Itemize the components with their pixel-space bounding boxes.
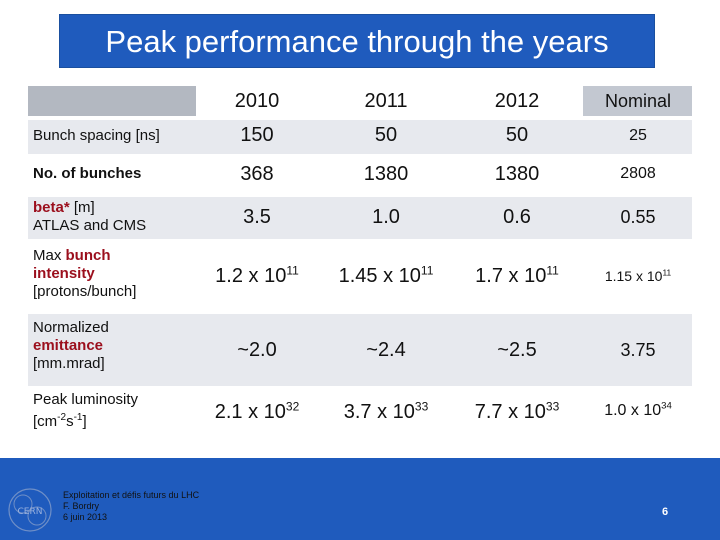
table-cell: 25	[629, 127, 647, 144]
table-row-band	[28, 120, 692, 154]
table-cell: 0.6	[503, 206, 531, 228]
table-cell: 50	[505, 124, 529, 146]
table-cell: 3.5	[243, 206, 271, 228]
table-cell: 3.7 x 1033	[343, 399, 429, 423]
row-label-max-bunch-intensity: Max bunch intensity [protons/bunch]	[33, 247, 137, 300]
cern-logo: CERN	[8, 488, 52, 532]
table-row-band	[28, 314, 692, 386]
table-cell: ~2.4	[366, 339, 406, 361]
row-label-normalized-emittance: Normalized emittance [mm.mrad]	[33, 319, 109, 372]
table-cell: 150	[240, 124, 274, 146]
footer-line-1: Exploitation et défis futurs du LHC	[63, 490, 200, 500]
table-header-band-nominal	[583, 86, 692, 116]
table-cell: 1.0 x 1034	[604, 400, 672, 419]
row-label-bunch-spacing: Bunch spacing [ns]	[33, 127, 160, 144]
table-cell: ~2.5	[497, 339, 537, 361]
table-cell: ~2.0	[237, 339, 277, 361]
row-label-peak-luminosity: Peak luminosity [cm-2s-1]	[33, 391, 139, 430]
column-header-2011: 2011	[364, 90, 408, 112]
table-row-band	[28, 197, 692, 239]
table-cell: 50	[374, 124, 398, 146]
table-cell: 1.15 x 1011	[604, 267, 672, 284]
table-cell: 2808	[620, 165, 656, 182]
table-cell: 7.7 x 1033	[474, 399, 560, 423]
row-label-beta-star: beta* [m] ATLAS and CMS	[33, 199, 147, 234]
row-label-number-of-bunches: No. of bunches	[33, 165, 142, 182]
page-number: 6	[662, 506, 669, 518]
table-cell: 1.45 x 1011	[338, 263, 434, 287]
table-cell: 1380	[363, 163, 409, 185]
table-cell: 1.2 x 1011	[215, 263, 299, 287]
footer-bar	[0, 458, 720, 540]
table-cell: 2.1 x 1032	[214, 399, 300, 423]
column-header-2012: 2012	[494, 90, 540, 112]
table-cell: 368	[240, 163, 274, 185]
column-header-2010: 2010	[234, 90, 280, 112]
table-header-band	[28, 86, 196, 116]
footer-line-2: F. Bordry	[63, 501, 100, 511]
logo-text: CERN	[18, 507, 43, 517]
table-cell: 0.55	[620, 207, 656, 227]
table-cell: 1.0	[372, 206, 400, 228]
slide-title: Peak performance through the years	[59, 14, 655, 68]
table-cell: 1.7 x 1011	[475, 263, 559, 287]
table-cell: 1380	[494, 163, 540, 185]
table-cell: 3.75	[620, 340, 656, 360]
footer-line-3: 6 juin 2013	[63, 512, 108, 522]
column-header-nominal: Nominal	[604, 91, 672, 111]
footer-text: Exploitation et défis futurs du LHC F. B…	[63, 490, 199, 523]
